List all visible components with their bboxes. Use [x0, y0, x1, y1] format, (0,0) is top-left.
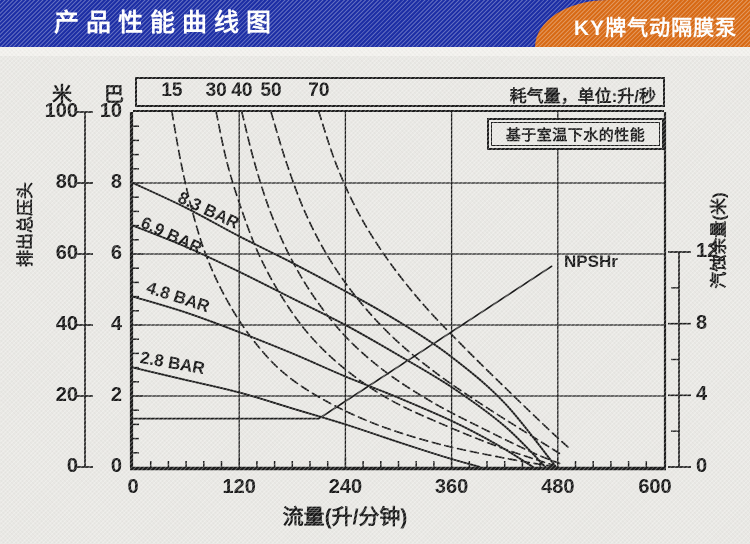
air-tick-label-70: 70: [308, 80, 330, 101]
y-tick-label-m-40: 40: [55, 313, 78, 335]
note-box: 基于室温下水的性能: [487, 118, 664, 150]
air-tick-label-50: 50: [260, 80, 282, 101]
pressure-curve-6.9-bar: [132, 224, 547, 468]
x-tick-label-0: 0: [127, 476, 139, 498]
y-tick-label-m-20: 20: [55, 384, 78, 406]
x-axis-title: 流量(升/分钟): [282, 506, 408, 529]
air-consumption-axis-box: 耗气量，单位:升/秒: [135, 77, 665, 107]
air-curve-15: [171, 111, 557, 468]
y-tick-label-m-100: 100: [44, 100, 78, 122]
y-tick-label-bar-0: 0: [110, 455, 122, 477]
pressure-curve-4.8-bar: [132, 295, 534, 468]
npsh-tick-label-8: 8: [696, 311, 708, 334]
npshr-curve: [132, 265, 553, 420]
page-title: 产品性能曲线图: [54, 9, 279, 37]
air-curve-50: [270, 111, 563, 456]
y-axis-title-head: 排出总压头: [16, 182, 35, 267]
air-tick-label-15: 15: [161, 80, 183, 101]
header-underline: [0, 47, 750, 56]
y-unit-meters: 米: [52, 84, 72, 106]
pressure-curve-8.3-bar: [132, 182, 557, 468]
air-curve-40: [241, 111, 561, 465]
y-tick-label-m-80: 80: [55, 171, 78, 193]
x-tick-label-240: 240: [328, 476, 363, 498]
note-box-inner: 基于室温下水的性能: [491, 122, 660, 146]
npshr-curve-label: NPSHr: [564, 252, 618, 271]
air-tick-label-30: 30: [205, 80, 227, 101]
x-tick-label-120: 120: [222, 476, 256, 498]
npsh-tick-label-0: 0: [696, 455, 708, 477]
brand-badge-label: KY牌气动隔膜泵: [573, 17, 738, 40]
y-tick-label-m-60: 60: [55, 242, 78, 264]
air-curve-30: [215, 111, 555, 467]
air-curve-70: [318, 111, 570, 449]
air-tick-label-40: 40: [231, 80, 253, 101]
y-tick-label-bar-10: 10: [99, 100, 122, 122]
y-tick-label-bar-4: 4: [110, 313, 122, 335]
header-bar: 产品性能曲线图 KY牌气动隔膜泵: [0, 0, 750, 47]
pressure-curve-2.8-bar: [132, 366, 481, 468]
note-text: 基于室温下水的性能: [505, 126, 646, 144]
y-tick-label-bar-2: 2: [110, 384, 122, 406]
x-tick-label-600: 600: [638, 476, 672, 498]
air-consumption-axis-title: 耗气量，单位:升/秒: [509, 87, 656, 106]
y-tick-label-bar-6: 6: [110, 242, 122, 264]
brand-badge: KY牌气动隔膜泵: [535, 0, 750, 47]
y-tick-label-bar-8: 8: [110, 171, 122, 193]
npsh-tick-label-12: 12: [696, 240, 719, 262]
npsh-tick-label-4: 4: [696, 383, 708, 406]
y-tick-label-m-0: 0: [66, 455, 78, 477]
x-tick-label-360: 360: [434, 476, 469, 498]
x-tick-label-480: 480: [541, 476, 575, 498]
y-unit-bar: 巴: [104, 84, 124, 106]
